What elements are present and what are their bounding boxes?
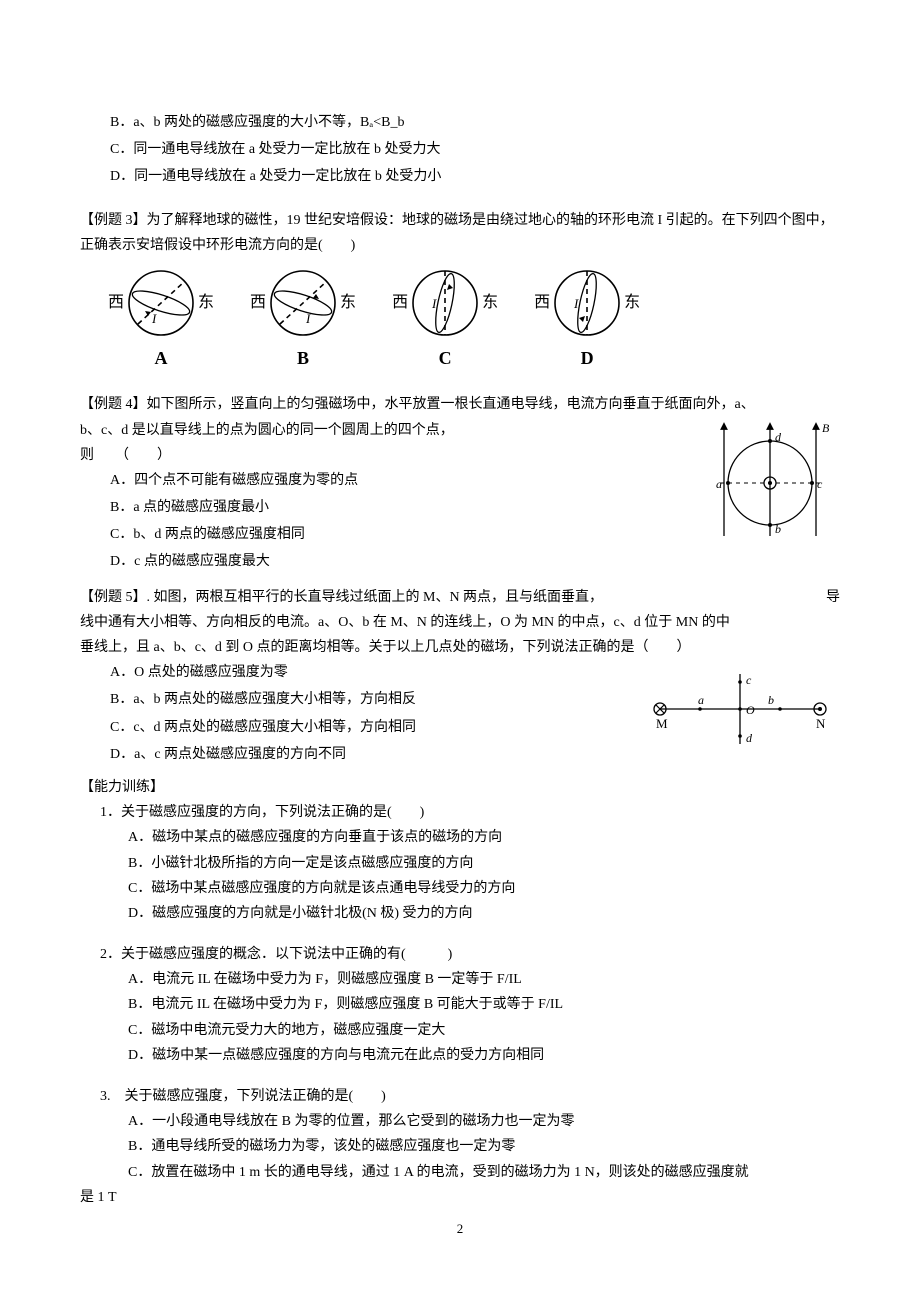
q3-c: C．放置在磁场中 1 m 长的通电导线，通过 1 A 的电流，受到的磁场力为 1… [80,1160,840,1185]
page-number: 2 [0,1217,920,1240]
top-option-c: C．同一通电导线放在 a 处受力一定比放在 b 处受力大 [80,137,840,162]
q1-stem: 1．关于磁感应强度的方向，下列说法正确的是( ) [80,800,840,825]
svg-text:d: d [746,731,753,745]
svg-text:I: I [151,311,157,326]
problem-5-text1: 如图，两根互相平行的长直导线过纸面上的 M、N 两点，且与纸面垂直， [150,590,603,605]
q3-b: B．通电导线所受的磁场力为零，该处的磁感应强度也一定为零 [80,1134,840,1159]
svg-text:b: b [768,693,774,707]
svg-text:I: I [431,296,437,311]
svg-text:N: N [816,716,826,731]
problem-3: 【例题 3】为了解释地球的磁性，19 世纪安培假设：地球的磁场是由绕过地心的轴的… [80,208,840,258]
q2-d: D．磁场中某一点磁感应强度的方向与电流元在此点的受力方向相同 [80,1043,840,1068]
globe-b: 西 I 东 B [250,268,356,374]
dir-east: 东 [624,289,640,318]
q2-stem: 2．关于磁感应强度的概念．以下说法中正确的有( ) [80,942,840,967]
svg-text:I: I [305,311,311,326]
q3-stem: 3. 关于磁感应强度，下列说法正确的是( ) [80,1084,840,1109]
dir-east: 东 [198,289,214,318]
problem-4-figure: a c d b B [700,418,840,557]
problem-4-label: 【例题 4】 [80,397,147,412]
q1-d: D．磁感应强度的方向就是小磁针北极(N 极) 受力的方向 [80,901,840,926]
svg-text:M: M [656,716,668,731]
q1-b: B．小磁针北极所指的方向一定是该点磁感应强度的方向 [80,851,840,876]
svg-text:a: a [716,477,722,491]
problem-5-text1-tail: 导 [826,585,840,610]
q2-c: C．磁场中电流元受力大的地方，磁感应强度一定大 [80,1018,840,1043]
dir-west: 西 [250,289,266,318]
q2-a: A．电流元 IL 在磁场中受力为 F，则磁感应强度 B 一定等于 F/IL [80,967,840,992]
problem-5-text3: 垂线上，且 a、b、c、d 到 O 点的距离均相等。关于以上几点处的磁场，下列说… [80,635,840,660]
dir-east: 东 [340,289,356,318]
q2-b: B．电流元 IL 在磁场中受力为 F，则磁感应强度 B 可能大于或等于 F/IL [80,992,840,1017]
problem-3-text: 为了解释地球的磁性，19 世纪安培假设：地球的磁场是由绕过地心的轴的环形电流 I… [80,213,834,253]
globe-d: 西 I 东 D [534,268,640,374]
q1-c: C．磁场中某点磁感应强度的方向就是该点通电导线受力的方向 [80,876,840,901]
svg-text:c: c [746,673,752,687]
dir-west: 西 [534,289,550,318]
svg-text:O: O [746,703,755,717]
svg-text:a: a [698,693,704,707]
globe-c-letter: C [439,342,452,374]
problem-4-line1: 【例题 4】如下图所示，竖直向上的匀强磁场中，水平放置一根长直通电导线，电流方向… [80,392,840,417]
globe-d-letter: D [581,342,594,374]
globe-a-letter: A [155,342,168,374]
problem-3-label: 【例题 3】 [80,213,147,228]
globe-c: 西 I 东 C [392,268,498,374]
problem-4: 【例题 4】如下图所示，竖直向上的匀强磁场中，水平放置一根长直通电导线，电流方向… [80,392,840,576]
top-option-d: D．同一通电导线放在 a 处受力一定比放在 b 处受力小 [80,164,840,189]
top-option-b: B．a、b 两处的磁感应强度的大小不等，Bₐ<B_b [80,110,840,135]
label: D．同一通电导线放在 a 处受力一定比放在 b 处受力小 [110,169,441,184]
problem-3-diagrams: 西 I 东 A 西 [80,268,840,374]
ability-title: 【能力训练】 [80,775,840,800]
problem-5-line1: 【例题 5】. 如图，两根互相平行的长直导线过纸面上的 M、N 两点，且与纸面垂… [80,585,840,610]
svg-text:B: B [822,421,830,435]
svg-text:d: d [775,430,782,444]
q1-a: A．磁场中某点的磁感应强度的方向垂直于该点的磁场的方向 [80,825,840,850]
q3-c-tail: 是 1 T [80,1185,840,1210]
problem-5-text2: 线中通有大小相等、方向相反的电流。a、O、b 在 M、N 的连线上，O 为 MN… [80,610,840,635]
dir-west: 西 [392,289,408,318]
q3-a: A．一小段通电导线放在 B 为零的位置，那么它受到的磁场力也一定为零 [80,1109,840,1134]
globe-b-letter: B [297,342,309,374]
globe-a: 西 I 东 A [108,268,214,374]
label: C．同一通电导线放在 a 处受力一定比放在 b 处受力大 [110,142,441,157]
problem-5: 【例题 5】. 如图，两根互相平行的长直导线过纸面上的 M、N 两点，且与纸面垂… [80,585,840,769]
svg-text:b: b [775,522,781,536]
dir-west: 西 [108,289,124,318]
problem-4-text1: 如下图所示，竖直向上的匀强磁场中，水平放置一根长直通电导线，电流方向垂直于纸面向… [147,397,755,412]
label: B．a、b 两处的磁感应强度的大小不等，Bₐ<B_b [110,115,404,130]
svg-text:c: c [817,477,823,491]
svg-text:I: I [573,296,579,311]
problem-5-figure: M N a b O c d [640,664,840,763]
dir-east: 东 [482,289,498,318]
problem-5-label: 【例题 5】. [80,590,150,605]
